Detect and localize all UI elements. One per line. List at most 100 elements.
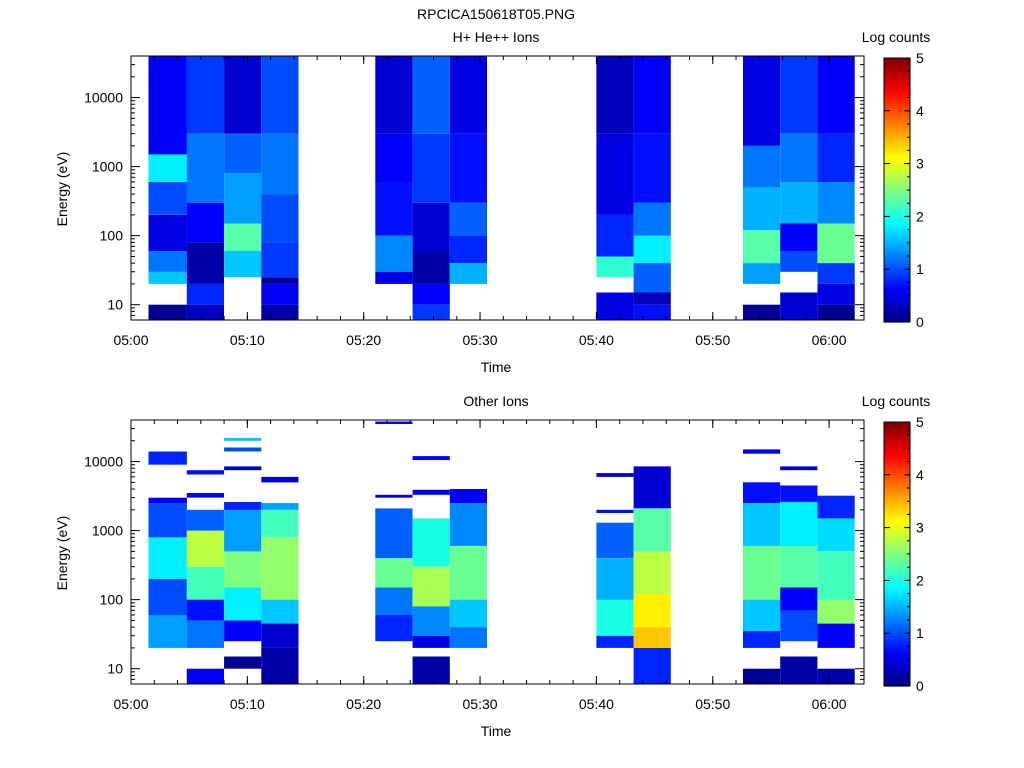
heatmap-cell (817, 599, 855, 624)
heatmap-cell (449, 627, 487, 648)
colorbar-segment (884, 551, 910, 555)
heatmap-cell (633, 466, 671, 509)
colorbar-segment (884, 131, 910, 136)
heatmap-cell (148, 578, 187, 615)
heatmap-cell (261, 242, 299, 278)
colorbar-segment (884, 569, 910, 574)
heatmap-cell (186, 56, 224, 134)
heatmap-cell (186, 668, 224, 684)
heatmap-cell (261, 283, 299, 305)
heatmap-cell (449, 263, 487, 284)
heatmap-cell (780, 56, 818, 134)
colorbar-segment (884, 635, 910, 640)
heatmap-cell (148, 181, 187, 215)
heatmap-cell (743, 449, 781, 454)
colorbar-segment (884, 250, 910, 254)
colorbar-segment (884, 174, 910, 178)
heatmap-cell (261, 509, 299, 538)
colorbar-segment (884, 585, 910, 589)
panel-title: Other Ions (463, 393, 528, 409)
colorbar-tick-label: 4 (916, 103, 924, 119)
plot-frame (130, 419, 865, 685)
heatmap-cell (186, 530, 224, 567)
colorbar-segment (884, 221, 910, 225)
heatmap-cell (261, 304, 299, 320)
heatmap-cell (743, 599, 781, 632)
x-tick-label: 05:20 (346, 696, 381, 712)
heatmap-cell (780, 485, 818, 502)
colorbar-segment (884, 427, 910, 431)
heatmap-cell (633, 202, 671, 236)
colorbar-segment (884, 577, 910, 581)
colorbar-segment (884, 200, 910, 204)
colorbar-segment (884, 575, 910, 579)
colorbar-segment (884, 121, 910, 125)
colorbar-segment (884, 116, 910, 120)
colorbar-segment (884, 79, 910, 83)
heatmap-cell (743, 56, 781, 146)
heatmap-cell (186, 133, 224, 203)
colorbar-label: Log counts (862, 393, 931, 409)
colorbar-segment (884, 480, 910, 484)
heatmap-cell (224, 133, 262, 174)
heatmap-cell (633, 627, 671, 648)
heatmap-cell (817, 283, 855, 305)
colorbar-segment (884, 440, 910, 444)
colorbar-segment (884, 538, 910, 542)
colorbar-segment (884, 495, 910, 500)
heatmap-cell (633, 263, 671, 293)
colorbar-segment (884, 641, 910, 645)
colorbar-segment (884, 155, 910, 159)
colorbar-segment (884, 680, 910, 684)
colorbar-tick-label: 1 (916, 625, 924, 641)
colorbar-segment (884, 651, 910, 655)
colorbar-segment (884, 622, 910, 626)
colorbar-segment (884, 432, 910, 436)
colorbar-segment (884, 437, 910, 442)
heatmap-cell (633, 304, 671, 320)
colorbar-segment (884, 105, 910, 109)
colorbar-segment (884, 498, 910, 502)
panel-other-ions: Other Ions 05:00 05:10 05:20 05:30 05:40 05:5… (54, 393, 930, 739)
colorbar-tick-label: 1 (916, 261, 924, 277)
colorbar-segment (884, 150, 910, 154)
heatmap-cell (375, 587, 413, 615)
colorbar-segment (884, 258, 910, 262)
heatmap-cell (633, 508, 671, 552)
colorbar-segment (884, 490, 910, 494)
heatmap-cell (375, 56, 413, 134)
colorbar-segment (884, 142, 910, 146)
colorbar-segment (884, 129, 910, 133)
heatmap-cell (412, 202, 450, 251)
heatmap-cell (780, 545, 818, 588)
x-tick-label: 06:00 (812, 696, 847, 712)
figure-title: RPCICA150618T05.PNG (417, 6, 575, 22)
colorbar-tick-label: 4 (916, 467, 924, 483)
heatmap-cell (817, 518, 855, 552)
colorbar-segment (884, 678, 910, 682)
colorbar-tick-label: 3 (916, 520, 924, 536)
heatmap-cell (186, 470, 224, 475)
heatmap-cell (743, 304, 781, 320)
heatmap-cell (596, 473, 634, 477)
colorbar-segment (884, 205, 910, 210)
heatmap-cell (224, 466, 262, 471)
colorbar-segment (884, 517, 910, 521)
colorbar-segment (884, 102, 910, 107)
y-tick-label: 100 (100, 228, 124, 244)
colorbar-segment (884, 292, 910, 297)
heatmap-cell (743, 187, 781, 231)
heatmap-cell (148, 251, 187, 272)
colorbar-segment (884, 71, 910, 75)
heatmap-cell (261, 623, 299, 648)
heatmap-cell (780, 292, 818, 320)
colorbar-segment (884, 588, 910, 592)
colorbar-segment (884, 311, 910, 315)
colorbar-segment (884, 219, 910, 223)
heatmap-cell (449, 503, 487, 546)
colorbar-segment (884, 65, 910, 70)
colorbar-segment (884, 216, 910, 220)
y-tick-label: 1000 (92, 523, 123, 539)
colorbar-segment (884, 598, 910, 603)
